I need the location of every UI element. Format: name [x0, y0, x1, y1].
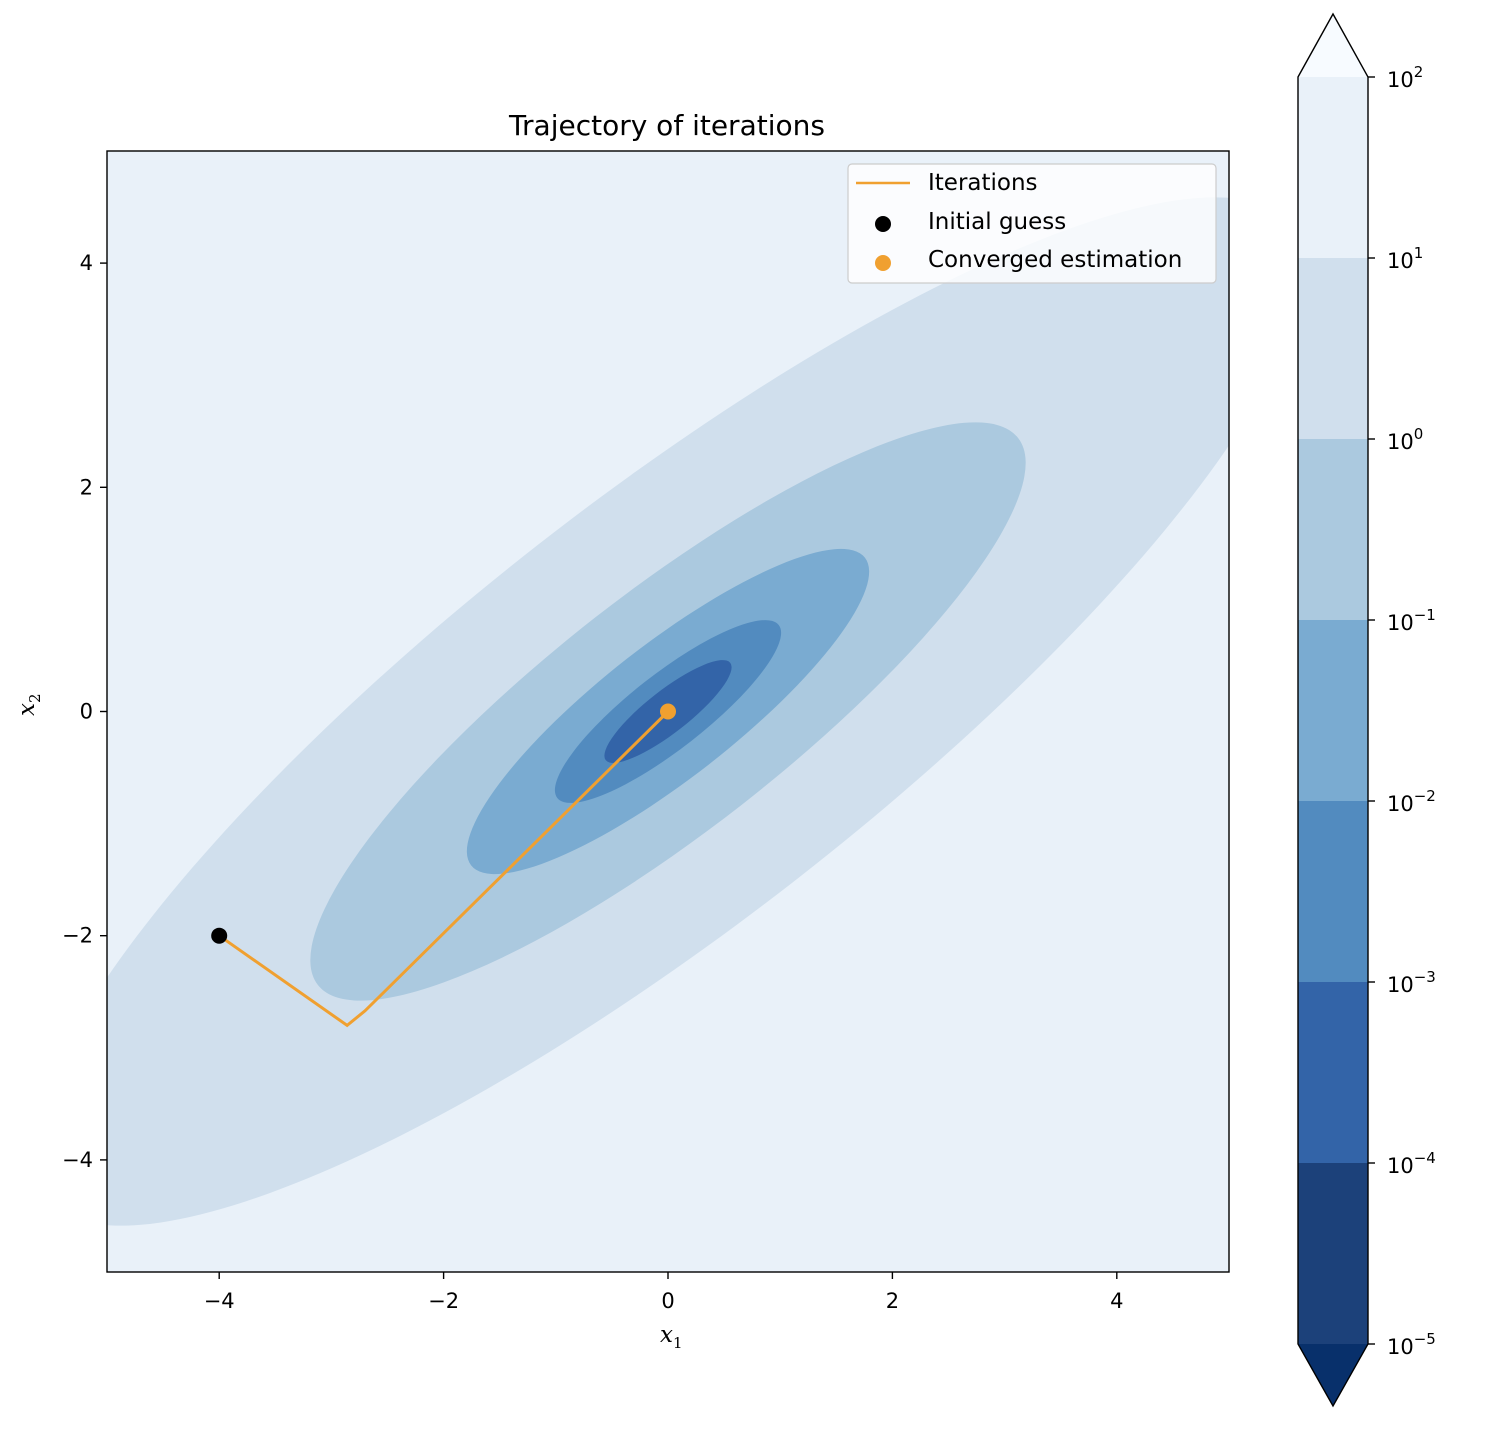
x-axis: −4 −2 0 2 4 [204, 1272, 1123, 1313]
colorbar-segment [1298, 801, 1368, 983]
y-tick-label: −2 [62, 924, 93, 948]
colorbar-tick-label: 101 [1387, 244, 1423, 273]
legend: Iterations Initial guess Converged estim… [847, 163, 1217, 284]
colorbar-segment [1298, 77, 1368, 259]
x-tick-label: 2 [886, 1289, 899, 1313]
x-tick-label: −2 [428, 1289, 459, 1313]
colorbar-segment [1298, 620, 1368, 802]
legend-label-initial-guess: Initial guess [928, 209, 1066, 235]
colorbar-tick-label: 10−5 [1387, 1330, 1436, 1359]
series-layer [211, 703, 676, 1028]
colorbar-segment [1298, 258, 1368, 440]
y-tick-label: 2 [80, 475, 93, 499]
initial-guess-point [211, 927, 228, 944]
y-axis-label: x2 [14, 693, 44, 716]
y-tick-label: −4 [62, 1148, 93, 1172]
colorbar-extend-max [1298, 14, 1368, 77]
colorbar-segment [1298, 982, 1368, 1164]
colorbar-tick-label: 102 [1387, 63, 1423, 92]
x-axis-label: x1 [660, 1322, 683, 1352]
x-tick-label: 0 [661, 1289, 674, 1313]
chart-title: Trajectory of iterations [508, 109, 825, 142]
x-tick-label: −4 [204, 1289, 235, 1313]
y-axis-label-subscript: 2 [26, 693, 44, 703]
colorbar-segment [1298, 1163, 1368, 1345]
colorbar-tick-label: 10−1 [1387, 606, 1436, 635]
converged-estimation-point [660, 703, 676, 720]
colorbar-segment [1298, 439, 1368, 621]
colorbar-tick-label: 100 [1387, 425, 1423, 454]
colorbar: 102 101 100 10−1 10−2 10−3 10−4 10−5 [1297, 12, 1436, 1408]
legend-label-iterations: Iterations [928, 170, 1038, 196]
x-axis-label-base: x [660, 1322, 673, 1348]
colorbar-tick-label: 10−2 [1387, 787, 1436, 816]
colorbar-tick-label: 10−4 [1387, 1149, 1436, 1178]
legend-label-converged: Converged estimation [928, 247, 1182, 273]
colorbar-extend-min [1298, 1344, 1368, 1406]
y-axis: −4 −2 0 2 4 [62, 251, 107, 1172]
y-tick-label: 4 [80, 251, 93, 275]
y-axis-label-base: x [14, 703, 40, 716]
legend-marker-converged [875, 255, 891, 271]
colorbar-tick-label: 10−3 [1387, 968, 1436, 997]
iterations-line [218, 710, 670, 1028]
x-tick-label: 4 [1110, 1289, 1123, 1313]
legend-box [847, 163, 1217, 284]
x-axis-label-subscript: 1 [673, 1334, 683, 1352]
legend-marker-initial-guess [875, 216, 891, 232]
y-tick-label: 0 [80, 700, 93, 724]
